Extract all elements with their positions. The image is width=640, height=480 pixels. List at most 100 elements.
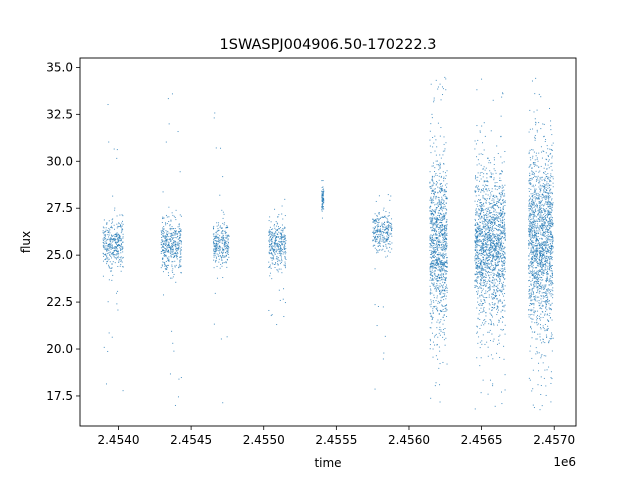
data-point — [116, 250, 118, 252]
data-point — [500, 328, 502, 330]
data-point — [106, 249, 108, 251]
data-point — [385, 238, 387, 240]
data-point — [434, 211, 436, 213]
data-point — [539, 220, 541, 222]
data-point — [381, 240, 383, 242]
data-point — [180, 241, 182, 243]
data-point — [161, 241, 163, 243]
data-point — [481, 243, 483, 245]
data-point — [382, 241, 384, 243]
data-point — [539, 225, 541, 227]
data-point — [476, 235, 478, 237]
data-point — [496, 287, 498, 289]
data-point — [476, 229, 478, 231]
data-point — [321, 180, 323, 182]
data-point — [220, 239, 222, 241]
data-point — [445, 280, 447, 282]
data-point — [438, 263, 440, 265]
data-point — [275, 242, 277, 244]
data-point — [477, 256, 479, 258]
data-point — [212, 241, 214, 243]
data-point — [500, 221, 502, 223]
data-point — [494, 204, 496, 206]
data-point — [483, 246, 485, 248]
data-point — [436, 259, 438, 261]
data-point — [430, 265, 432, 267]
data-point — [440, 270, 442, 272]
data-point — [443, 235, 445, 237]
data-point — [321, 194, 323, 196]
data-point — [162, 216, 164, 218]
data-point — [115, 249, 117, 251]
data-point — [122, 215, 124, 217]
data-point — [439, 190, 441, 192]
data-point — [491, 220, 493, 222]
data-point — [116, 253, 118, 255]
data-point — [382, 209, 384, 211]
data-point — [104, 231, 106, 233]
data-point — [484, 262, 486, 264]
data-point — [481, 247, 483, 249]
data-point — [496, 185, 498, 187]
data-point — [485, 224, 487, 226]
data-point — [549, 255, 551, 257]
data-point — [222, 242, 224, 244]
data-point — [433, 255, 435, 257]
data-point — [179, 237, 181, 239]
data-point — [495, 224, 497, 226]
data-point — [484, 279, 486, 281]
data-point — [495, 246, 497, 248]
data-point — [474, 256, 476, 258]
data-point — [501, 264, 503, 266]
data-point — [494, 244, 496, 246]
data-point — [499, 225, 501, 227]
data-point — [485, 214, 487, 216]
data-point — [482, 203, 484, 205]
data-point — [443, 314, 445, 316]
data-point — [444, 328, 446, 330]
data-point — [478, 230, 480, 232]
data-point — [115, 233, 117, 235]
data-point — [435, 221, 437, 223]
data-point — [498, 235, 500, 237]
data-point — [102, 245, 104, 247]
data-point — [538, 256, 540, 258]
data-point — [531, 262, 533, 264]
data-point — [172, 271, 174, 273]
data-point — [438, 215, 440, 217]
data-point — [429, 270, 431, 272]
data-point — [430, 220, 432, 222]
data-point — [485, 243, 487, 245]
data-point — [436, 280, 438, 282]
data-point — [117, 253, 119, 255]
data-point — [283, 236, 285, 238]
data-point — [485, 167, 487, 169]
data-point — [499, 256, 501, 258]
data-point — [481, 125, 483, 127]
data-point — [277, 236, 279, 238]
data-point — [538, 182, 540, 184]
data-point — [499, 247, 501, 249]
data-point — [431, 239, 433, 241]
data-point — [214, 240, 216, 242]
data-point — [121, 214, 123, 216]
data-point — [431, 179, 433, 181]
data-point — [446, 186, 448, 188]
data-point — [440, 248, 442, 250]
data-point — [226, 234, 228, 236]
data-point — [489, 225, 491, 227]
data-point — [162, 191, 164, 193]
data-point — [270, 240, 272, 242]
data-point — [112, 254, 114, 256]
data-point — [440, 274, 442, 276]
data-point — [480, 324, 482, 326]
data-point — [497, 300, 499, 302]
data-point — [490, 323, 492, 325]
data-point — [431, 179, 433, 181]
data-point — [164, 255, 166, 257]
data-point — [488, 244, 490, 246]
data-point — [322, 207, 324, 209]
data-point — [446, 259, 448, 261]
data-point — [445, 234, 447, 236]
data-point — [443, 238, 445, 240]
